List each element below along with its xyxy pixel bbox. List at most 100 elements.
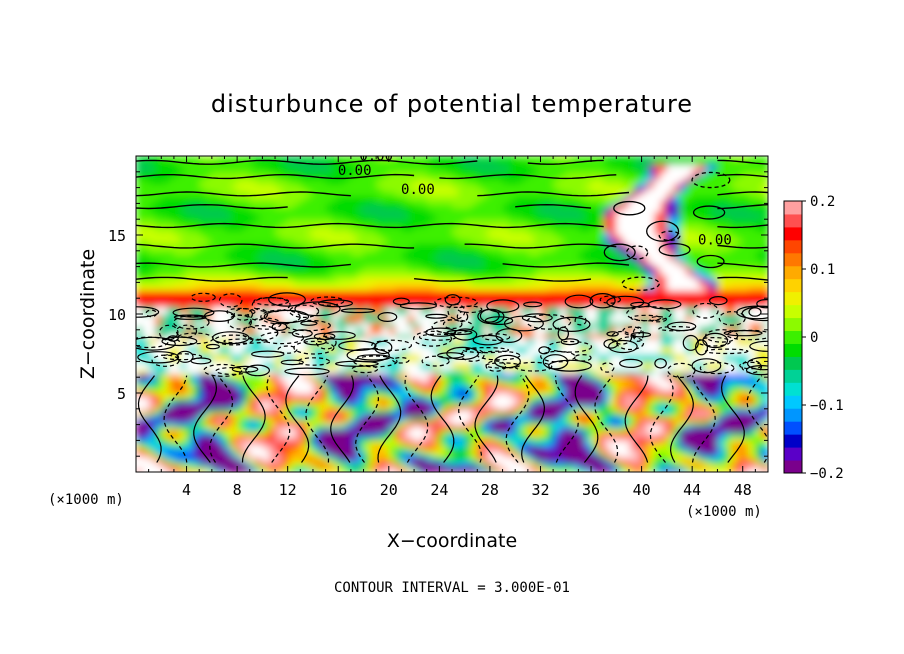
field-cell [287,167,295,173]
field-cell [433,456,441,461]
field-cell [154,432,163,438]
field-cell [458,258,466,264]
field-cell [167,377,175,382]
field-cell [224,412,232,418]
field-cell [388,266,396,272]
field-cell [224,468,232,472]
field-cell [458,420,466,426]
field-cell [382,321,390,327]
field-cell [464,227,472,232]
field-cell [407,432,415,438]
field-cell [300,163,308,169]
field-cell [508,159,516,165]
field-cell [262,314,270,319]
field-cell [268,278,276,284]
field-cell [388,416,396,422]
field-cell [300,381,308,386]
field-cell [249,420,257,426]
field-cell [275,167,283,173]
field-cell [230,440,238,446]
field-cell [357,448,365,454]
field-cell [186,357,194,363]
field-cell [186,420,194,426]
field-cell [161,424,169,430]
field-cell [230,211,238,217]
field-cell [426,274,434,280]
field-cell [521,282,529,288]
field-cell [344,452,352,457]
field-cell [319,404,327,410]
field-cell [154,286,163,292]
field-cell [426,250,434,256]
field-cell [470,369,479,375]
field-cell [388,215,396,220]
field-cell [186,460,194,465]
field-cell [262,444,270,450]
field-cell [527,444,535,450]
field-cell [312,223,321,228]
field-cell [338,207,346,213]
field-cell [420,282,428,288]
field-cell [357,404,365,410]
field-cell [331,349,340,355]
field-cell [180,325,188,331]
field-cell [527,361,535,367]
field-cell [426,345,434,351]
field-cell [496,302,504,307]
field-cell [180,302,188,307]
field-cell [199,270,207,276]
field-cell [312,396,321,402]
field-cell [192,385,200,390]
field-cell [249,195,257,201]
field-cell [186,262,194,268]
field-cell [325,246,333,252]
field-cell [224,207,232,213]
field-cell [249,258,257,264]
field-cell [388,231,396,236]
field-cell [395,231,403,236]
field-cell [173,424,182,430]
field-cell [489,396,498,402]
field-cell [319,159,327,165]
field-cell [521,444,529,450]
field-cell [502,207,510,213]
field-cell [325,377,333,382]
field-cell [205,187,213,193]
field-cell [192,452,200,457]
field-cell [180,353,188,359]
field-cell [407,270,415,276]
field-cell [420,341,428,347]
field-cell [275,436,283,442]
field-cell [376,393,384,398]
field-cell [477,464,485,469]
field-cell [173,274,182,280]
field-cell [401,156,409,161]
field-cell [218,460,226,465]
field-cell [477,187,485,193]
field-cell [180,187,188,193]
field-cell [148,203,156,209]
field-cell [142,396,150,402]
field-cell [426,400,434,406]
field-cell [445,219,453,224]
field-cell [281,416,289,422]
field-cell [369,278,377,284]
field-cell [218,361,226,367]
field-cell [508,227,516,232]
field-cell [515,175,523,181]
field-cell [256,235,264,240]
field-cell [205,270,213,276]
field-cell [369,286,377,292]
field-cell [180,373,188,378]
field-cell [433,171,441,177]
field-cell [502,242,510,248]
field-cell [420,373,428,378]
field-cell [325,381,333,386]
field-cell [464,381,472,386]
field-cell [414,254,422,260]
field-cell [287,317,295,323]
field-cell [230,179,238,185]
field-cell [369,416,377,422]
field-cell [243,456,251,461]
field-cell [281,282,289,288]
